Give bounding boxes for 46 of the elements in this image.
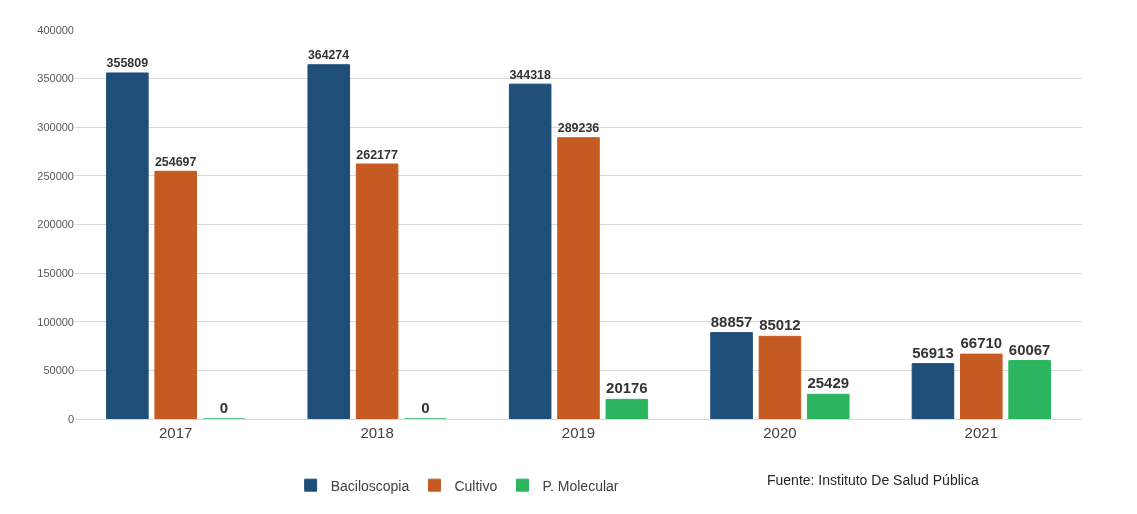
source-note: Fuente: Instituto De Salud Pública [767, 472, 979, 488]
data-label: 60067 [1008, 340, 1051, 358]
bar [508, 83, 552, 419]
data-label: 355809 [106, 56, 149, 71]
bar [806, 393, 850, 419]
x-tick-label: 2019 [561, 424, 596, 441]
y-tick-label: 400000 [37, 23, 74, 36]
data-label: 0 [421, 399, 430, 416]
y-tick-label: 0 [67, 412, 74, 425]
y-tick-label: 100000 [37, 315, 74, 328]
data-label: 20176 [606, 379, 648, 397]
bar [307, 64, 351, 419]
bar [911, 363, 955, 419]
y-tick-label: 50000 [43, 364, 74, 377]
y-tick-label: 200000 [37, 218, 74, 231]
bar [557, 137, 600, 419]
data-label: 88857 [710, 312, 753, 330]
bar [106, 72, 149, 419]
legend-label: Cultivo [454, 477, 498, 494]
data-label: 56913 [912, 343, 954, 361]
y-tick-label: 150000 [37, 266, 74, 279]
x-tick-label: 2021 [964, 424, 998, 441]
data-label: 85012 [759, 316, 801, 334]
y-tick-label: 300000 [37, 121, 74, 134]
y-tick-label: 350000 [37, 72, 74, 85]
data-label: 344318 [509, 67, 551, 82]
x-tick-label: 2018 [360, 424, 394, 441]
bar [605, 398, 649, 419]
bar [758, 335, 802, 419]
x-tick-label: 2017 [159, 424, 193, 441]
data-label: 289236 [557, 121, 600, 136]
bar [960, 353, 1003, 419]
data-label: 0 [219, 399, 229, 416]
legend-label: P. Molecular [542, 477, 619, 494]
y-tick-label: 250000 [37, 169, 74, 182]
data-label: 262177 [356, 147, 398, 162]
data-label: 25429 [807, 374, 850, 392]
x-tick-label: 2020 [763, 424, 797, 441]
data-label: 66710 [960, 334, 1003, 352]
data-label: 364274 [308, 48, 350, 63]
data-label: 254697 [154, 154, 197, 169]
bar [1008, 360, 1051, 419]
bar [154, 170, 197, 419]
bar [355, 163, 399, 419]
bar [710, 332, 753, 419]
legend-label: Baciloscopia [330, 477, 410, 494]
